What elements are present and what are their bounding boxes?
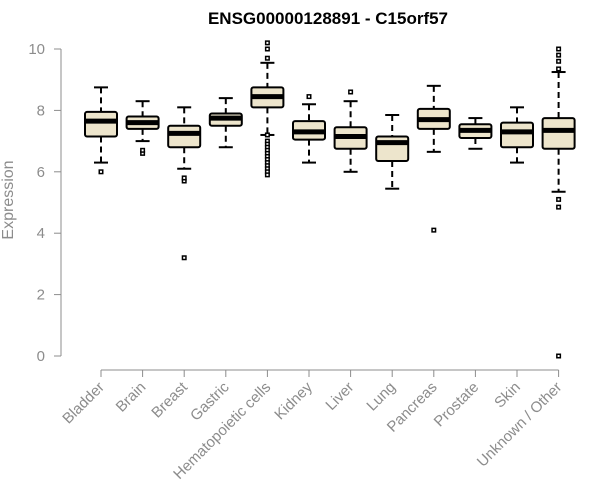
outlier-point	[264, 46, 270, 52]
box-prostate	[458, 117, 493, 150]
box-skin	[500, 106, 534, 164]
outlier-point	[556, 58, 562, 64]
outlier-point	[264, 55, 270, 61]
outlier-point	[556, 46, 562, 52]
box-pancreas	[416, 84, 451, 233]
box-lung	[375, 114, 410, 190]
box-gastric	[208, 97, 243, 149]
box-hematopoietic-cells	[250, 40, 285, 178]
outlier-point	[181, 255, 187, 261]
box-body	[541, 117, 576, 150]
box-body	[500, 121, 534, 149]
y-tick-label: 2	[37, 287, 45, 304]
box-breast	[167, 106, 202, 261]
outlier-point	[306, 94, 312, 100]
y-tick-label: 6	[37, 164, 45, 181]
x-tick-label: Skin	[491, 379, 524, 412]
outlier-point	[264, 132, 270, 138]
y-axis-label: Expression	[0, 160, 17, 239]
box-brain	[125, 100, 160, 156]
outlier-point	[556, 204, 562, 210]
y-tick-label: 0	[37, 348, 45, 365]
chart-title: ENSG00000128891 - C15orf57	[208, 9, 448, 28]
outlier-point	[556, 66, 562, 72]
outlier-point	[181, 175, 187, 181]
x-tick-label: Prostate	[431, 379, 483, 431]
x-tick-label: Liver	[322, 379, 357, 414]
outlier-point	[556, 196, 562, 202]
outlier-point	[348, 89, 354, 95]
outlier-point	[98, 169, 104, 175]
box-liver	[333, 89, 368, 173]
outlier-point	[264, 40, 270, 46]
x-tick-label: Lung	[363, 379, 399, 415]
box-body	[167, 124, 202, 149]
outlier-point	[556, 353, 562, 359]
y-tick-label: 8	[37, 102, 45, 119]
outlier-point	[556, 52, 562, 58]
outlier-point	[140, 147, 146, 153]
x-tick-label: Bladder	[59, 379, 108, 428]
x-tick-label: Kidney	[271, 378, 316, 423]
plot-area	[84, 40, 576, 359]
outlier-point	[264, 172, 270, 178]
y-tick-label: 10	[28, 41, 45, 58]
x-tick-label: Breast	[148, 378, 191, 421]
box-unknown-other	[541, 46, 576, 359]
y-axis: 0 2 4 6 8 10	[28, 41, 62, 365]
box-bladder	[84, 86, 118, 175]
x-tick-label: Brain	[113, 379, 150, 416]
outlier-point	[431, 227, 437, 233]
box-body	[84, 110, 118, 138]
box-kidney	[292, 94, 326, 164]
y-tick-label: 4	[37, 225, 45, 242]
